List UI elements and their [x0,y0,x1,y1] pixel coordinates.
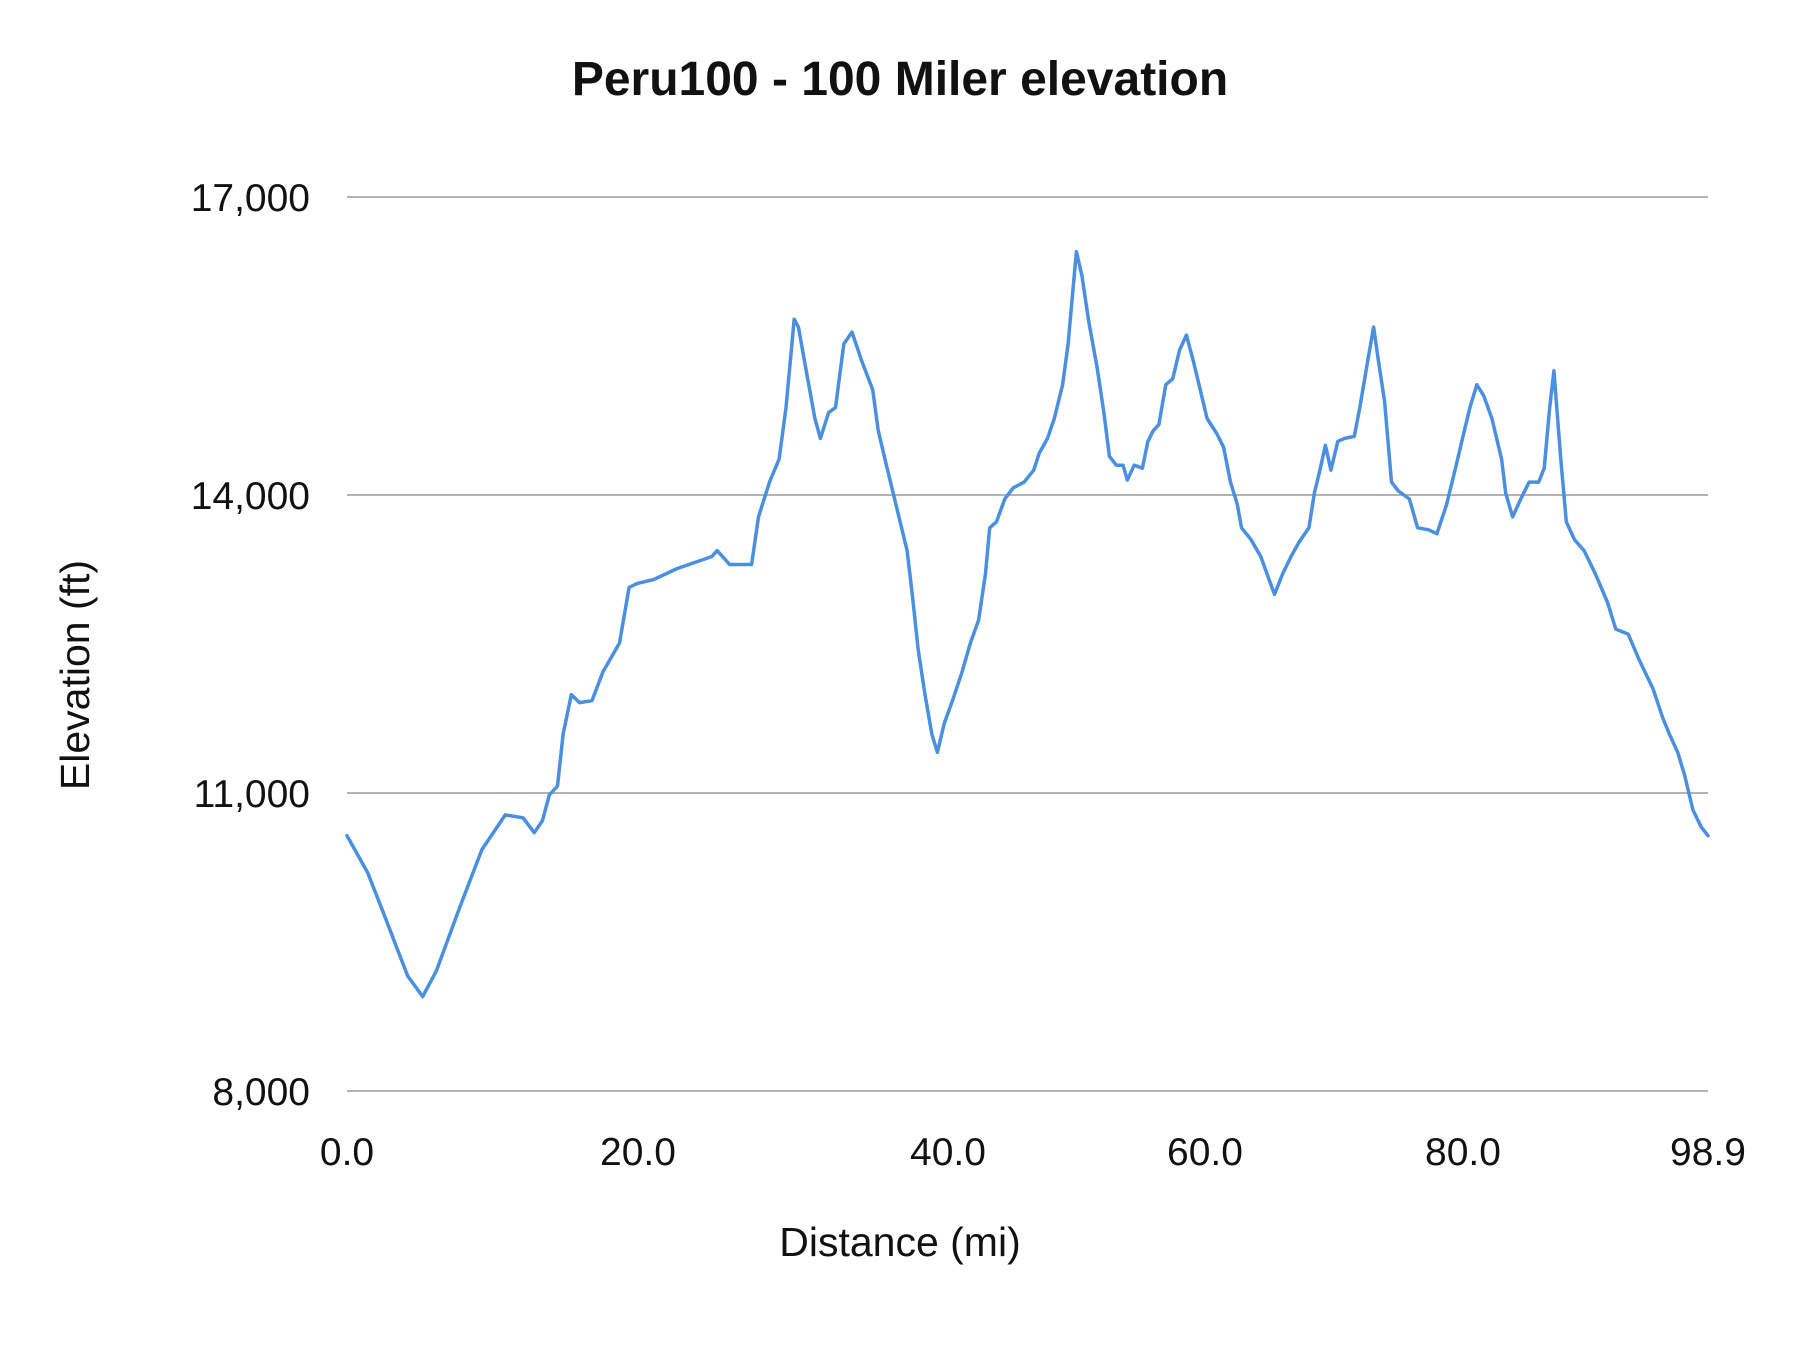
x-tick-label: 80.0 [1425,1131,1501,1174]
y-tick-label: 11,000 [194,773,310,816]
y-axis-ticks: 8,000 11,000 14,000 17,000 [191,177,310,1114]
x-tick-label: 20.0 [600,1131,676,1174]
y-tick-label: 8,000 [212,1071,310,1114]
gridlines [347,196,1708,1092]
x-tick-label: 60.0 [1167,1131,1243,1174]
x-tick-label: 0.0 [320,1131,374,1174]
series-layer [345,249,1710,999]
y-axis-title: Elevation (ft) [52,560,98,790]
x-axis-title: Distance (mi) [779,1219,1020,1265]
x-tick-label: 40.0 [910,1131,986,1174]
x-tick-label: 98.9 [1670,1131,1746,1174]
x-axis-ticks: 0.0 20.0 40.0 60.0 80.0 98.9 [320,1131,1746,1174]
y-tick-label: 14,000 [191,475,310,518]
elevation-line [345,249,1710,999]
y-tick-label: 17,000 [191,177,310,220]
chart-title: Peru100 - 100 Miler elevation [572,53,1228,106]
